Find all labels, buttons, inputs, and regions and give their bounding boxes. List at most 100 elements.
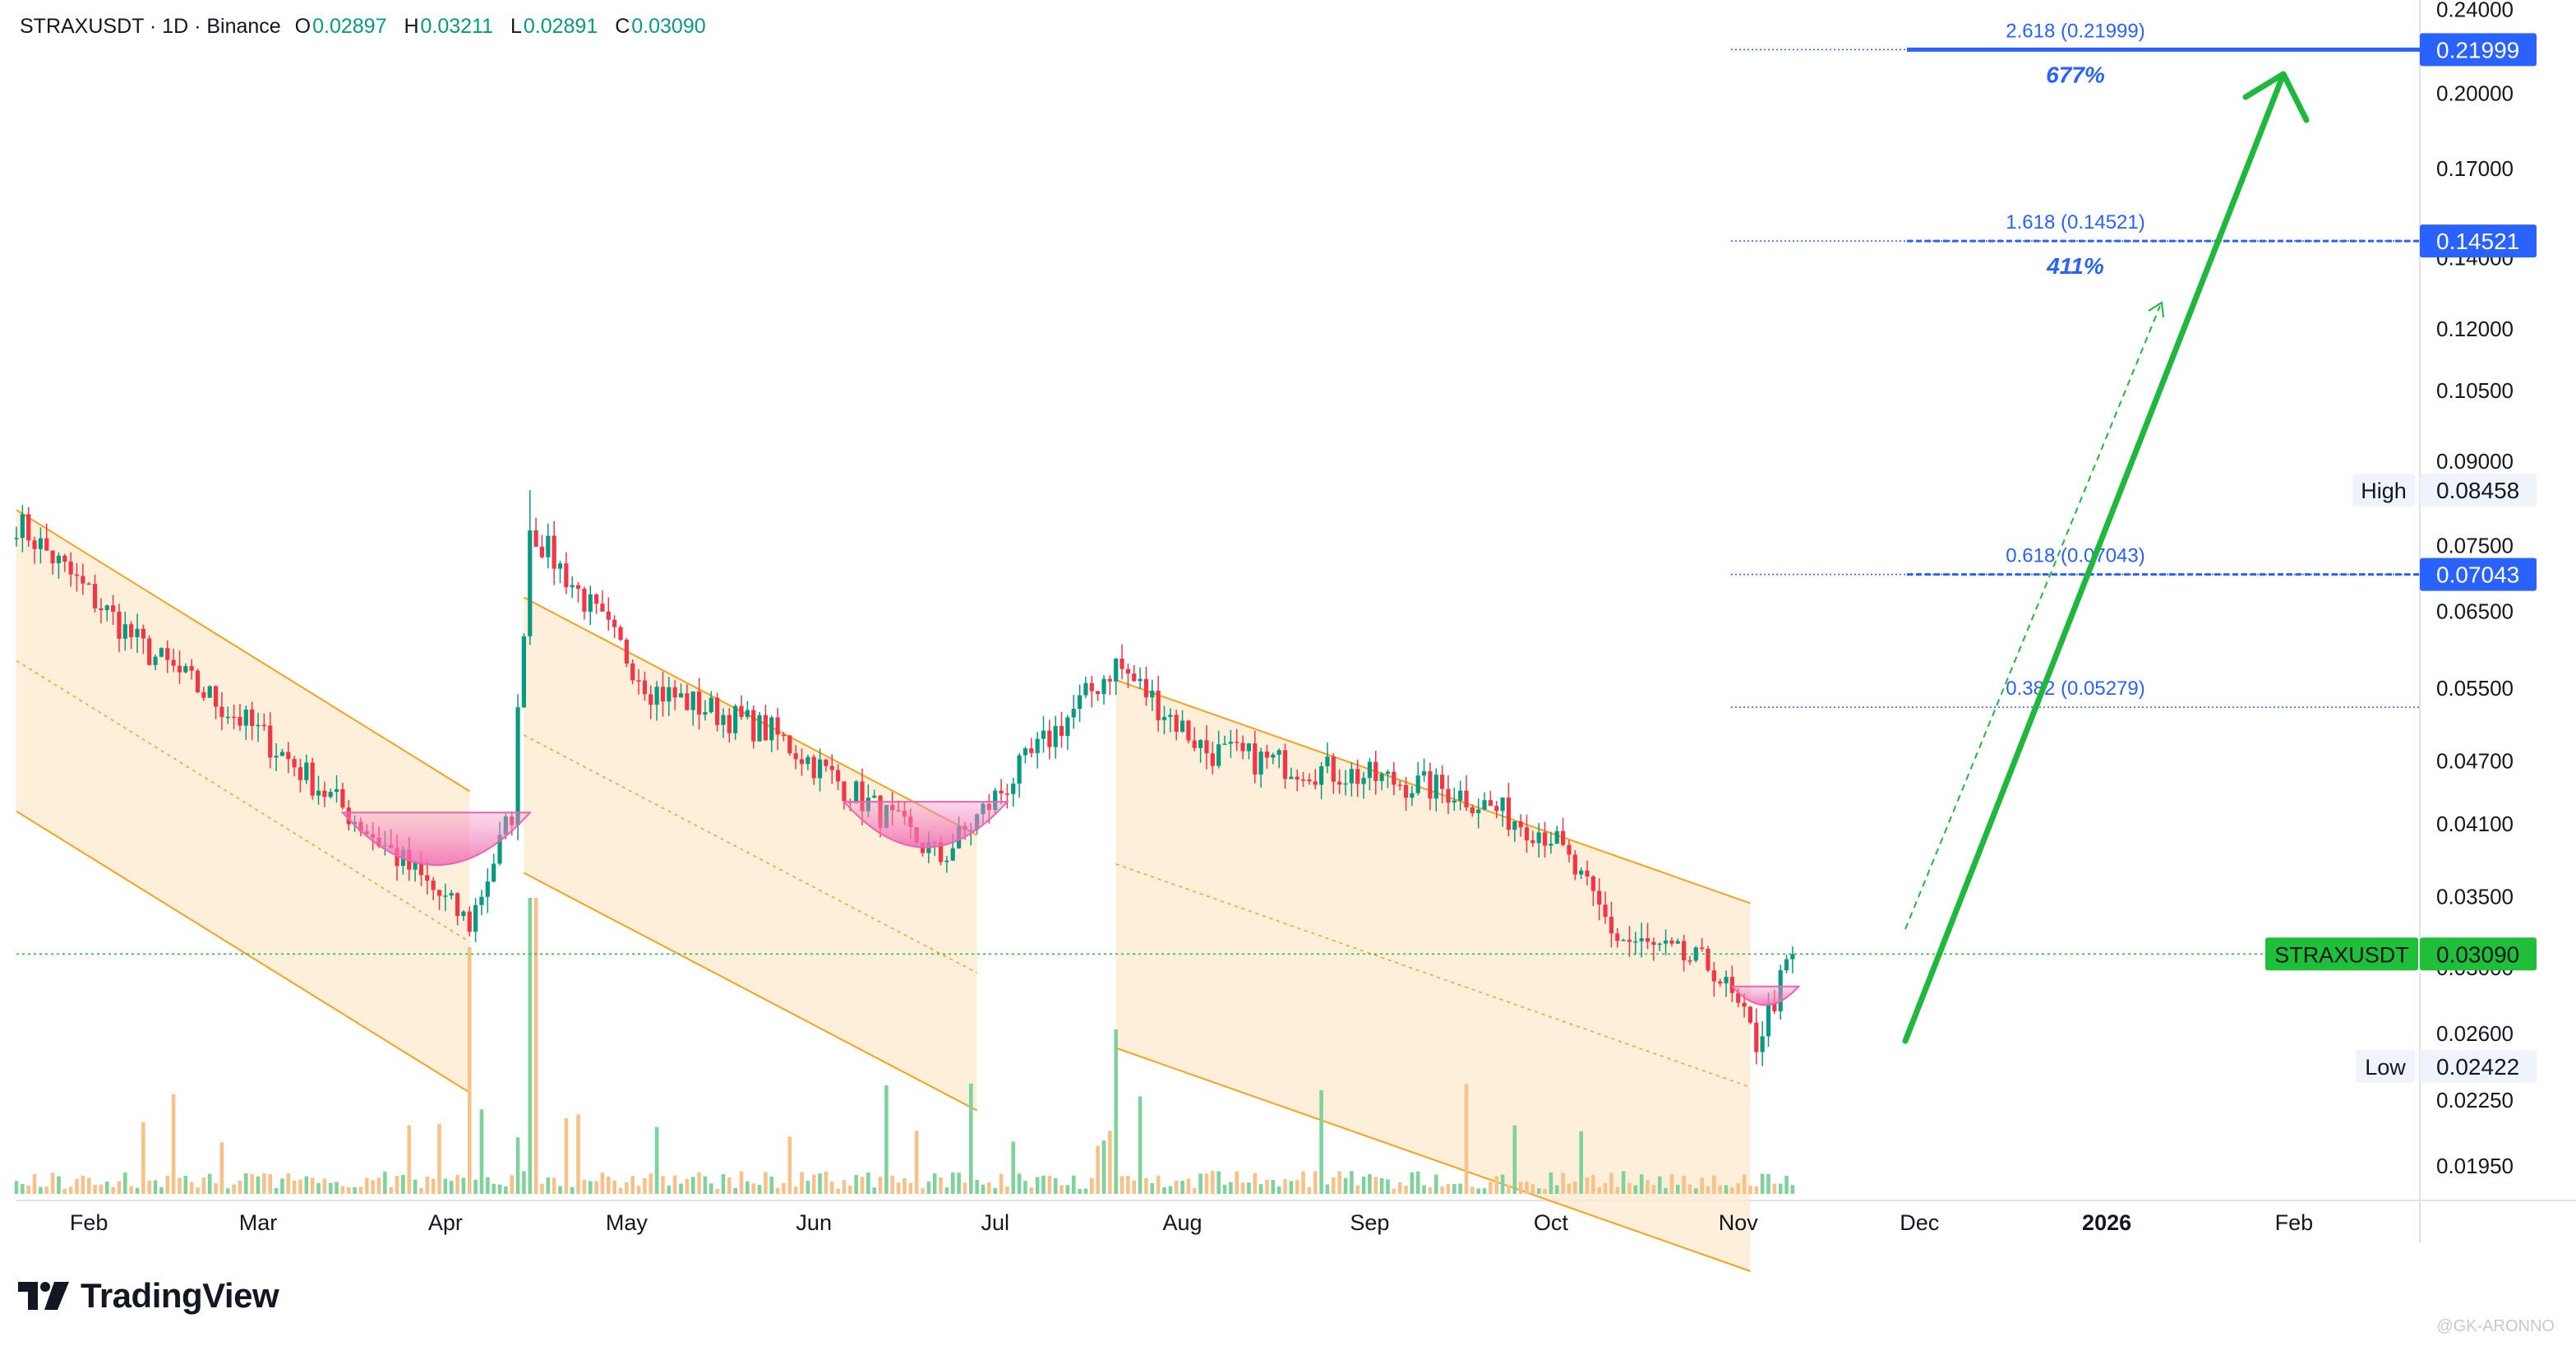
candle-body [654,687,659,705]
candle-body [122,624,127,639]
candle-body [1180,720,1185,732]
time-axis[interactable]: Feb Mar Apr May Jun Jul Aug Sep Oct Nov Dec 2026 Feb [70,1210,2313,1235]
symbol-title[interactable]: STRAXUSDT · 1D · Binance [20,15,281,38]
volume-bar [449,1181,454,1194]
volume-bar [528,898,533,1194]
candle-body [1150,691,1155,698]
candle-body [1742,1002,1747,1007]
candle-body [99,608,104,610]
candle-body [557,563,563,569]
volume-bar [147,1180,151,1194]
volume-bar [1047,1176,1052,1194]
candle-body [521,636,526,708]
candle-body [600,604,605,612]
candle-body [1029,748,1034,753]
fib-price-badge-bg [2420,557,2537,591]
volume-bar [1615,1186,1620,1194]
candle-body [1700,947,1705,949]
volume-bar [685,1178,690,1194]
close-label: C [615,15,630,38]
candle-body [165,648,170,660]
fib-level-label: 2.618 (0.21999) [2006,20,2144,42]
volume-bar [44,1186,49,1194]
candle-body [449,893,454,896]
volume-bar [775,1187,780,1194]
volume-bar [1669,1174,1674,1194]
candle-body [418,862,424,876]
volume-bar [1675,1184,1680,1194]
volume-bar [504,1186,508,1194]
candle-body [1440,775,1445,789]
volume-bar [292,1180,297,1194]
y-tick-label: 0.07500 [2436,533,2514,557]
volume-bar [764,1172,768,1194]
low-value: 0.02891 [523,15,598,38]
volume-bar [196,1187,200,1194]
volume-bar [872,1187,876,1194]
brand-name: TradingView [81,1276,279,1315]
volume-bar [1748,1185,1752,1194]
candle-body [225,716,230,719]
volume-bar [1343,1177,1348,1194]
candle-body [485,881,490,897]
volume-bar [165,1175,170,1194]
candle-body [1361,778,1366,784]
volume-bar [1476,1188,1480,1194]
candle-body [769,717,774,741]
candle-body [1258,752,1263,775]
open-value: 0.02897 [312,15,387,38]
candle-body [775,717,780,735]
tradingview-logo[interactable]: TradingView [18,1276,279,1316]
volume-bar [1458,1183,1462,1194]
volume-bar [950,1173,955,1194]
low-price-badge-bg [2420,1049,2537,1083]
x-tick-label: Jun [796,1210,832,1235]
candle-body [1235,742,1240,743]
candle-body [1615,933,1620,941]
low-tag-label: Low [2365,1055,2406,1080]
candle-body [195,670,201,692]
candle-body [1313,781,1318,785]
candle-body [443,895,448,897]
volume-bar [256,1176,261,1194]
candle-body [1724,977,1729,984]
high-price-badge-value: 0.08458 [2436,478,2519,503]
volume-bar [733,1188,737,1194]
candle-body [232,716,237,719]
high-tag-bg [2352,474,2415,507]
candle-body [1161,716,1167,720]
volume-bar [425,1177,430,1194]
candle-body [171,659,176,666]
volume-bar [219,1142,224,1194]
candle-body [1011,783,1016,794]
candle-body [1192,740,1197,748]
volume-bar [1307,1186,1312,1194]
candle-body [1337,781,1342,785]
volume-bar [1379,1177,1384,1194]
candle-body [533,530,538,547]
x-tick-label: Feb [70,1210,108,1235]
volume-bar [939,1177,943,1194]
volume-bar [1247,1182,1251,1194]
bowl-layer [340,801,1801,1006]
volume-bar [1543,1188,1547,1194]
volume-bar [68,1186,73,1194]
candle-body [1210,753,1215,766]
candle-body [117,611,122,639]
candle-body [1579,870,1584,875]
candle-body [279,752,284,756]
volume-bar [335,1182,339,1194]
volume-bar [1724,1185,1729,1194]
high-label: H [404,15,419,38]
candle-body [1488,800,1493,807]
volume-bar [1078,1188,1082,1194]
volume-bar [1174,1180,1179,1194]
candle-body [436,890,442,896]
candle-body [1403,784,1409,798]
candle-body [334,789,339,793]
x-tick-label: Mar [239,1210,278,1235]
candle-body [286,752,291,760]
fib-price-badge-bg [2420,224,2537,258]
candle-body [993,790,998,810]
